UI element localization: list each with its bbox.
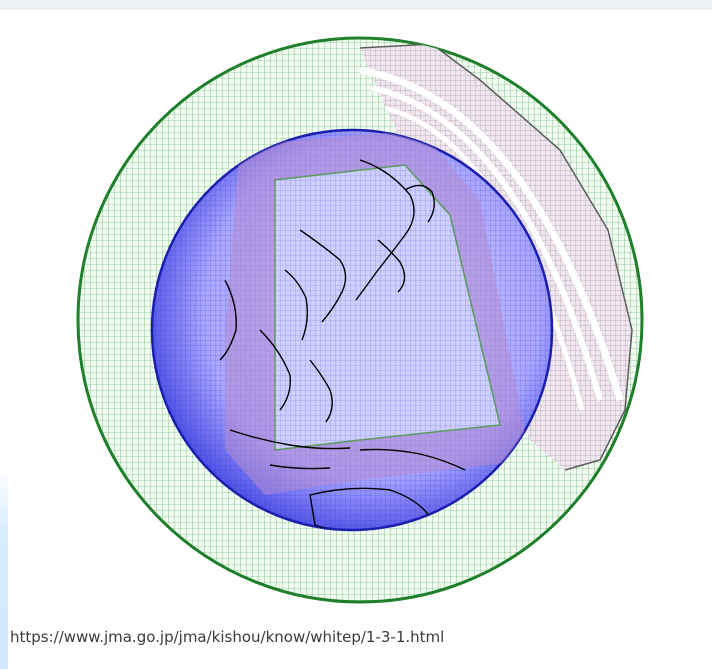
source-url-caption[interactable]: https://www.jma.go.jp/jma/kishou/know/wh…	[10, 628, 445, 646]
grid-globe-illustration	[76, 36, 644, 604]
top-strip	[0, 0, 712, 10]
left-accent-bar	[0, 470, 8, 669]
lateral-boundary-band	[225, 130, 530, 495]
global-grid-figure	[60, 30, 660, 630]
coastline-outlines	[219, 159, 466, 530]
